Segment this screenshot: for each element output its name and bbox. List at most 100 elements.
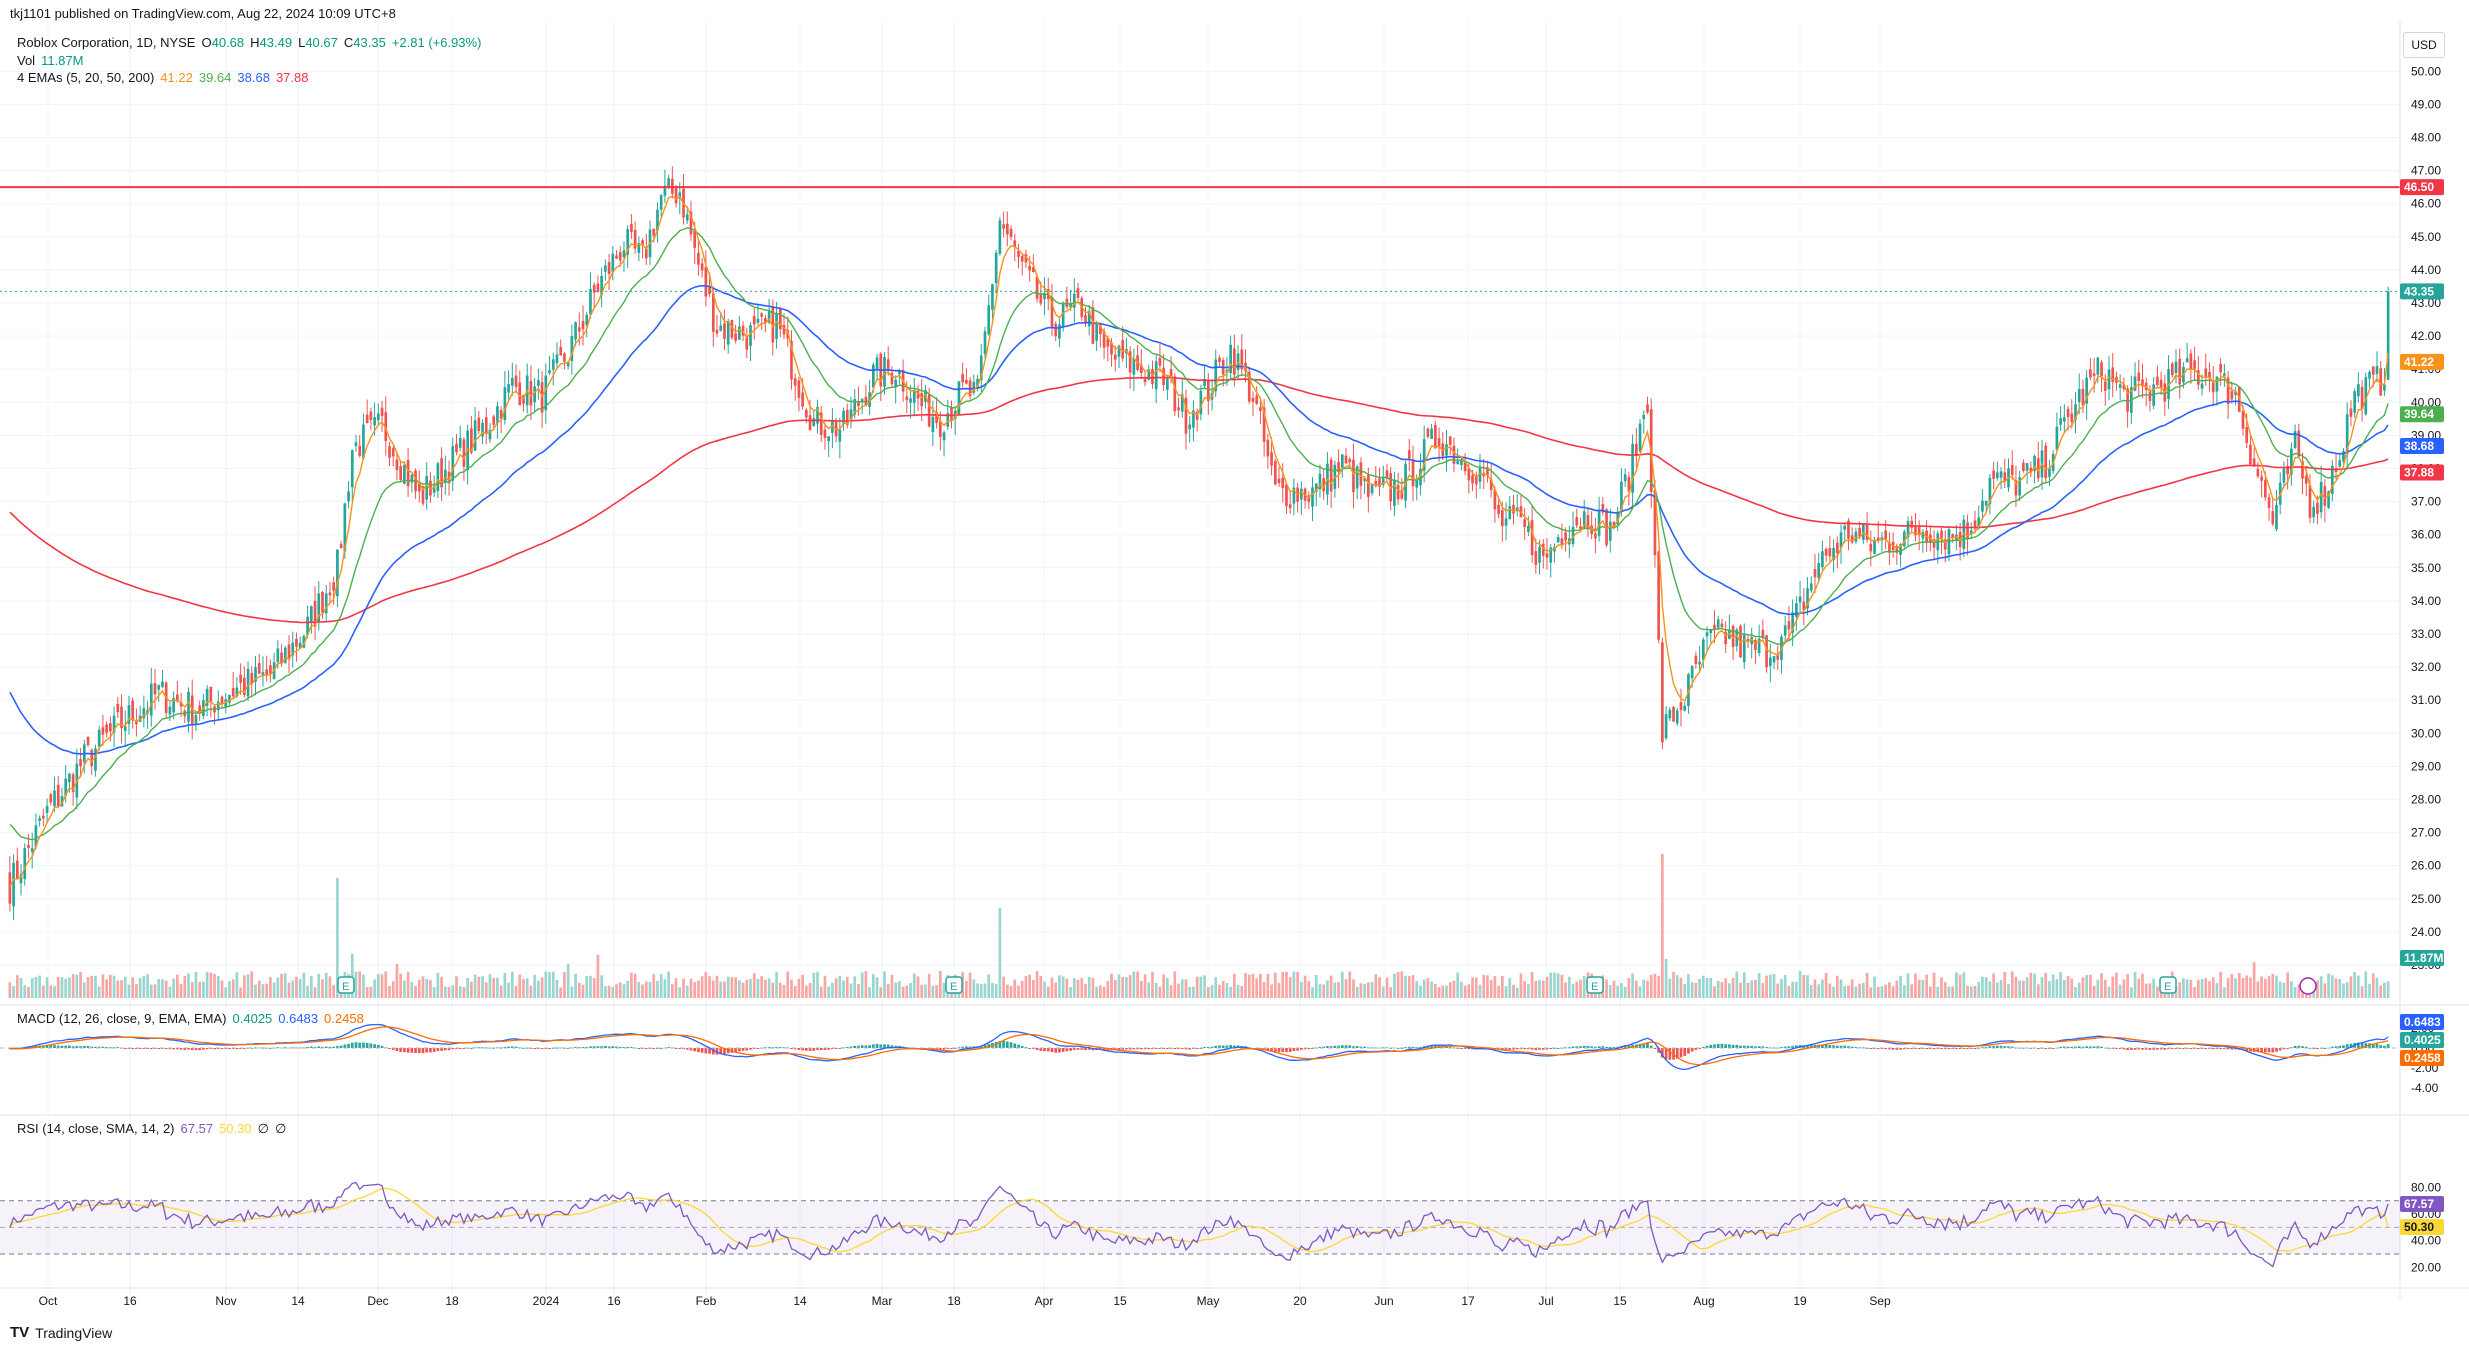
volume-bar bbox=[1802, 975, 1806, 998]
ema-legend: 4 EMAs (5, 20, 50, 200) 41.22 39.64 38.68 37… bbox=[17, 70, 314, 85]
candle-body bbox=[998, 220, 1002, 254]
volume-bar bbox=[1914, 973, 1917, 998]
candle-body bbox=[1724, 631, 1727, 645]
candle-body bbox=[1560, 538, 1564, 545]
candle-body bbox=[332, 582, 336, 591]
candle-body bbox=[1493, 489, 1497, 510]
candle-body bbox=[704, 266, 708, 297]
macd-hist-bar bbox=[1597, 1046, 1601, 1048]
candle-body bbox=[1973, 520, 1977, 529]
volume-bar bbox=[176, 974, 179, 998]
macd-hist-bar bbox=[2278, 1048, 2282, 1051]
volume-bar bbox=[987, 974, 991, 998]
symbol-name[interactable]: Roblox Corporation, 1D, NYSE bbox=[17, 35, 196, 50]
candle-body bbox=[537, 380, 540, 386]
candle-body bbox=[1824, 548, 1828, 556]
candle-body bbox=[1914, 525, 1917, 536]
ema-label[interactable]: 4 EMAs (5, 20, 50, 200) bbox=[17, 70, 155, 85]
volume-bar bbox=[298, 978, 302, 998]
candle-body bbox=[745, 337, 749, 350]
volume-bar bbox=[205, 971, 209, 998]
macd-hist-bar bbox=[1270, 1048, 1273, 1052]
volume-bar bbox=[1374, 974, 1378, 998]
candle-body bbox=[615, 255, 618, 259]
macd-hist-bar bbox=[2167, 1048, 2170, 1050]
macd-hist-bar bbox=[1787, 1046, 1791, 1048]
candle-body bbox=[790, 340, 793, 380]
macd-hist-bar bbox=[1389, 1047, 1393, 1049]
macd-label[interactable]: MACD (12, 26, close, 9, EMA, EMA) bbox=[17, 1011, 227, 1026]
macd-hist-bar bbox=[149, 1048, 153, 1049]
macd-hist-bar bbox=[1754, 1046, 1757, 1048]
currency-button[interactable]: USD bbox=[2403, 32, 2445, 58]
candle-body bbox=[730, 319, 734, 338]
rsi-label[interactable]: RSI (14, close, SMA, 14, 2) bbox=[17, 1121, 175, 1136]
volume-bars bbox=[8, 854, 2390, 998]
volume-bar bbox=[886, 983, 890, 998]
candle-body bbox=[1113, 354, 1117, 360]
candle-body bbox=[1374, 480, 1378, 487]
macd-hist-bar bbox=[1895, 1048, 1899, 1050]
volume-bar bbox=[726, 976, 730, 998]
candle-body bbox=[1906, 521, 1910, 538]
macd-hist-bar bbox=[317, 1046, 321, 1048]
macd-hist-bar bbox=[2129, 1048, 2133, 1051]
volume-bar bbox=[1117, 974, 1121, 998]
candle-body bbox=[56, 784, 60, 807]
candle-body bbox=[965, 379, 968, 384]
footer-brand[interactable]: TV TradingView bbox=[10, 1324, 112, 1341]
macd-hist-bar bbox=[343, 1044, 347, 1048]
volume-bar bbox=[97, 986, 101, 998]
candle-body bbox=[455, 443, 458, 453]
candle-body bbox=[283, 647, 287, 664]
macd-hist-bar bbox=[75, 1046, 79, 1048]
macd-hist-bar bbox=[313, 1046, 317, 1048]
rsi-legend-sma: 50.30 bbox=[219, 1121, 252, 1136]
volume-bar bbox=[868, 987, 871, 998]
macd-hist-bar bbox=[2342, 1045, 2345, 1048]
volume-bar bbox=[1441, 985, 1445, 998]
macd-hist-bar bbox=[1709, 1044, 1713, 1048]
candle-body bbox=[838, 429, 842, 442]
candle-body bbox=[15, 860, 19, 879]
macd-hist-bar bbox=[1136, 1048, 1139, 1050]
volume-bar bbox=[1560, 974, 1564, 998]
volume-bar bbox=[1393, 973, 1396, 998]
macd-hist-bar bbox=[1206, 1046, 1210, 1048]
volume-bar bbox=[1821, 979, 1824, 998]
candle-body bbox=[1270, 452, 1273, 466]
macd-hist-bar bbox=[1638, 1043, 1642, 1048]
candle-body bbox=[1653, 490, 1657, 556]
candle-body bbox=[2156, 376, 2159, 385]
volume-bar bbox=[1411, 975, 1415, 998]
candle-body bbox=[927, 394, 931, 427]
macd-hist-bar bbox=[1359, 1046, 1363, 1048]
volume-label[interactable]: Vol bbox=[17, 53, 36, 68]
volume-bar bbox=[1705, 977, 1709, 998]
volume-bar bbox=[1017, 985, 1020, 998]
volume-bar bbox=[2137, 978, 2141, 998]
candle-body bbox=[1203, 378, 1206, 386]
volume-bar bbox=[1992, 973, 1995, 998]
macd-hist-bar bbox=[2174, 1048, 2178, 1049]
macd-hist-bar bbox=[306, 1046, 309, 1048]
volume-bar bbox=[2282, 982, 2286, 998]
candle-body bbox=[1430, 428, 1433, 439]
candle-body bbox=[376, 413, 380, 421]
volume-bar bbox=[376, 974, 380, 998]
candle-body bbox=[976, 378, 979, 388]
candle-body bbox=[1005, 223, 1009, 235]
candle-body bbox=[2282, 468, 2286, 483]
volume-bar bbox=[1567, 976, 1571, 998]
volume-bar bbox=[1757, 973, 1761, 998]
volume-bar bbox=[1958, 974, 1962, 998]
macd-hist-bar bbox=[235, 1048, 239, 1049]
volume-bar bbox=[1955, 972, 1958, 998]
time-tick-label: 19 bbox=[1793, 1294, 1807, 1308]
macd-hist-bar bbox=[425, 1048, 429, 1053]
candle-body bbox=[1523, 519, 1527, 528]
candle-body bbox=[481, 422, 484, 437]
candle-body bbox=[1002, 224, 1005, 229]
candle-body bbox=[2048, 468, 2051, 477]
